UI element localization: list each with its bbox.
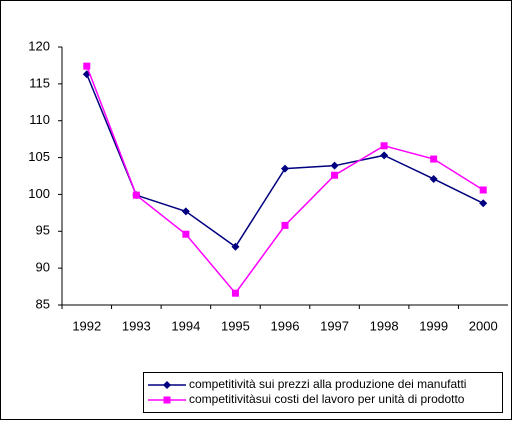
- x-tick-label: 1993: [122, 318, 151, 333]
- y-tick-label: 115: [29, 75, 50, 90]
- point: [429, 174, 438, 183]
- point: [231, 242, 240, 251]
- x-tick-label: 1992: [72, 318, 101, 333]
- point: [281, 164, 289, 173]
- x-tick-label: 1997: [320, 318, 349, 333]
- y-tick-label: 100: [28, 186, 50, 201]
- y-tick-label: 105: [28, 149, 50, 164]
- legend-box: [143, 372, 503, 413]
- y-tick-label: 85: [36, 296, 50, 311]
- point: [181, 207, 190, 216]
- point: [83, 62, 91, 70]
- y-tick-label: 90: [36, 260, 50, 275]
- point: [182, 230, 190, 238]
- y-tick-label: 95: [36, 223, 50, 238]
- point: [330, 161, 339, 170]
- point: [132, 191, 140, 199]
- y-tick-label: 120: [28, 38, 50, 53]
- point: [331, 171, 339, 179]
- x-tick-label: 1996: [271, 318, 300, 333]
- legend-marker: [163, 396, 171, 404]
- point: [479, 186, 487, 194]
- x-tick-label: 1994: [171, 318, 200, 333]
- point: [479, 199, 488, 208]
- point: [430, 155, 438, 163]
- legend-text: competitivitàsui costi del lavoro per un…: [189, 392, 465, 406]
- legend-text: competitività sui prezzi alla produzione…: [189, 377, 466, 391]
- x-tick-label: 1995: [221, 318, 250, 333]
- legend-marker: [163, 381, 171, 389]
- x-tick-label: 1999: [419, 318, 448, 333]
- point: [281, 221, 289, 229]
- point: [231, 289, 239, 297]
- x-tick-label: 2000: [469, 318, 498, 333]
- point: [380, 142, 388, 150]
- y-tick-label: 110: [29, 112, 50, 127]
- x-tick-label: 1998: [370, 318, 399, 333]
- point: [380, 151, 389, 160]
